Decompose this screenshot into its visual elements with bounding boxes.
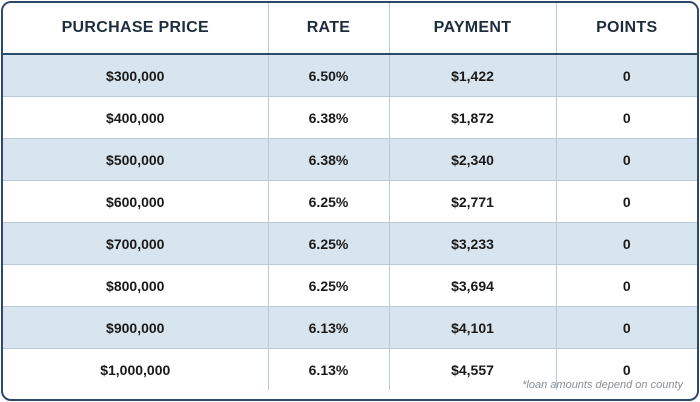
rate-cell: 6.38% [267,138,389,181]
points-cell: 0 [555,348,697,390]
points-cell: 0 [555,264,697,307]
rate-cell: 6.25% [267,264,389,307]
purchase-price-cell: $800,000 [3,264,268,307]
table-row: $900,000 6.13% $4,101 0 [3,306,697,349]
points-cell: 0 [555,54,697,97]
rate-cell: 6.13% [267,348,389,390]
rate-cell: 6.50% [267,54,389,97]
points-cell: 0 [555,306,697,349]
table-row: $400,000 6.38% $1,872 0 [3,96,697,139]
header-rate: RATE [267,3,389,55]
header-row: PURCHASE PRICE RATE PAYMENT POINTS [3,3,697,55]
payment-cell: $1,422 [388,54,556,97]
points-cell: 0 [555,222,697,265]
footnote: *loan amounts depend on county [522,379,683,391]
table-row: $1,000,000 6.13% $4,557 0 [3,348,697,390]
header-payment: PAYMENT [388,3,556,55]
payment-cell: $3,233 [388,222,556,265]
table-row: $600,000 6.25% $2,771 0 [3,180,697,223]
payment-cell: $1,872 [388,96,556,139]
payment-cell: $4,101 [388,306,556,349]
payment-cell: $2,771 [388,180,556,223]
table-row: $800,000 6.25% $3,694 0 [3,264,697,307]
purchase-price-cell: $300,000 [3,54,268,97]
table-row: $300,000 6.50% $1,422 0 [3,54,697,97]
rate-cell: 6.25% [267,180,389,223]
purchase-price-cell: $900,000 [3,306,268,349]
points-cell: 0 [555,180,697,223]
payment-cell: $2,340 [388,138,556,181]
points-cell: 0 [555,96,697,139]
purchase-price-cell: $500,000 [3,138,268,181]
rate-cell: 6.38% [267,96,389,139]
rate-cell: 6.25% [267,222,389,265]
purchase-price-cell: $600,000 [3,180,268,223]
table-row: $700,000 6.25% $3,233 0 [3,222,697,265]
rate-table: PURCHASE PRICE RATE PAYMENT POINTS $300,… [3,3,697,390]
purchase-price-cell: $400,000 [3,96,268,139]
payment-cell: $4,557 [388,348,556,390]
payment-cell: $3,694 [388,264,556,307]
rate-cell: 6.13% [267,306,389,349]
points-cell: 0 [555,138,697,181]
header-purchase-price: PURCHASE PRICE [3,3,268,55]
table-row: $500,000 6.38% $2,340 0 [3,138,697,181]
purchase-price-cell: $1,000,000 [3,348,268,390]
purchase-price-cell: $700,000 [3,222,268,265]
header-points: POINTS [555,3,697,55]
